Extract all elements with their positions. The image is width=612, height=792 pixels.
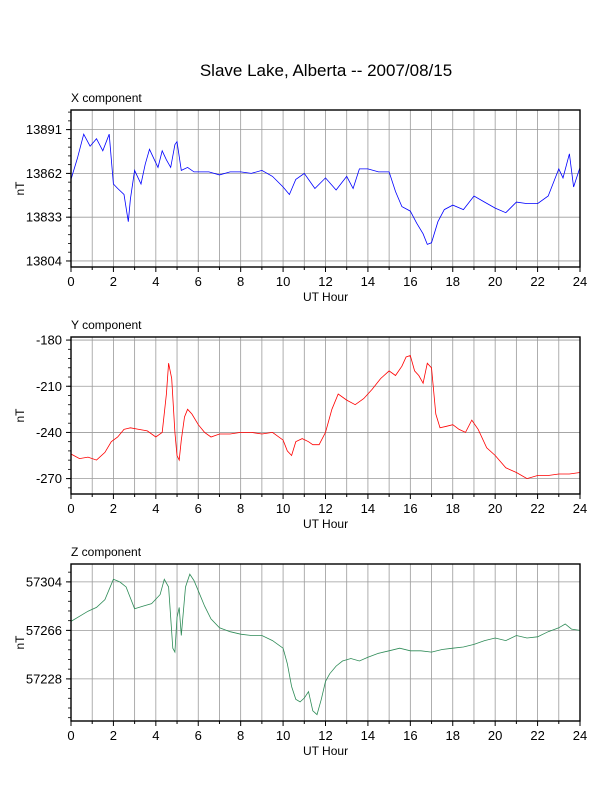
y-tick-label: 57266	[26, 623, 62, 638]
y-tick-label: 13804	[26, 253, 62, 268]
x-tick-label: 24	[573, 501, 587, 516]
x-tick-label: 6	[195, 728, 202, 743]
x-tick-label: 22	[530, 501, 544, 516]
x-tick-label: 6	[195, 274, 202, 289]
y-tick-label: 57304	[26, 574, 62, 589]
y-tick-label: -240	[36, 425, 62, 440]
x-tick-label: 12	[318, 274, 332, 289]
x-tick-label: 8	[237, 274, 244, 289]
x-tick-label: 4	[152, 501, 159, 516]
x-tick-label: 20	[488, 274, 502, 289]
panel-1: 0 2 4 6 8 10 12 14 16 18 20 22 241380413833138621389…	[13, 91, 587, 304]
x-tick-label: 12	[318, 728, 332, 743]
x-tick-label: 4	[152, 728, 159, 743]
y-tick-label: 13833	[26, 210, 62, 225]
x-tick-label: 2	[110, 274, 117, 289]
x-axis-label: UT Hour	[303, 517, 348, 531]
panel-2: 0 2 4 6 8 10 12 14 16 18 20 22 24-180-210-240-270UT …	[13, 318, 587, 531]
panel-label: X component	[71, 91, 142, 105]
x-tick-label: 14	[361, 501, 375, 516]
x-tick-label: 20	[488, 501, 502, 516]
x-axis-label: UT Hour	[303, 290, 348, 304]
x-tick-label: 20	[488, 728, 502, 743]
x-tick-label: 22	[530, 728, 544, 743]
y-tick-label: -270	[36, 471, 62, 486]
x-tick-label: 6	[195, 501, 202, 516]
x-tick-label: 16	[403, 728, 417, 743]
y-tick-label: 13891	[26, 122, 62, 137]
y-tick-label: -180	[36, 333, 62, 348]
x-tick-label: 2	[110, 501, 117, 516]
y-tick-label: -210	[36, 379, 62, 394]
x-tick-label: 4	[152, 274, 159, 289]
panel-label: Z component	[71, 545, 142, 559]
x-tick-label: 14	[361, 728, 375, 743]
data-line	[70, 354, 581, 480]
x-tick-label: 10	[276, 501, 290, 516]
x-tick-label: 14	[361, 274, 375, 289]
chart-title: Slave Lake, Alberta -- 2007/08/15	[200, 61, 452, 80]
x-tick-label: 0	[67, 728, 74, 743]
x-tick-label: 8	[237, 728, 244, 743]
x-tick-label: 18	[446, 501, 460, 516]
x-tick-label: 0	[67, 501, 74, 516]
y-axis-label: nT	[13, 181, 27, 196]
x-tick-label: 24	[573, 274, 587, 289]
data-line	[70, 133, 581, 245]
y-axis-label: nT	[13, 635, 27, 650]
x-tick-label: 16	[403, 274, 417, 289]
panel-label: Y component	[71, 318, 142, 332]
x-tick-label: 8	[237, 501, 244, 516]
x-tick-label: 24	[573, 728, 587, 743]
x-tick-label: 10	[276, 728, 290, 743]
x-axis-label: UT Hour	[303, 744, 348, 758]
x-tick-label: 2	[110, 728, 117, 743]
x-tick-label: 22	[530, 274, 544, 289]
x-tick-label: 16	[403, 501, 417, 516]
x-tick-label: 10	[276, 274, 290, 289]
y-tick-label: 57228	[26, 671, 62, 686]
y-axis-label: nT	[13, 408, 27, 423]
y-tick-label: 13862	[26, 166, 62, 181]
data-line	[70, 573, 581, 716]
x-tick-label: 18	[446, 728, 460, 743]
x-tick-label: 18	[446, 274, 460, 289]
x-tick-label: 0	[67, 274, 74, 289]
x-tick-label: 12	[318, 501, 332, 516]
